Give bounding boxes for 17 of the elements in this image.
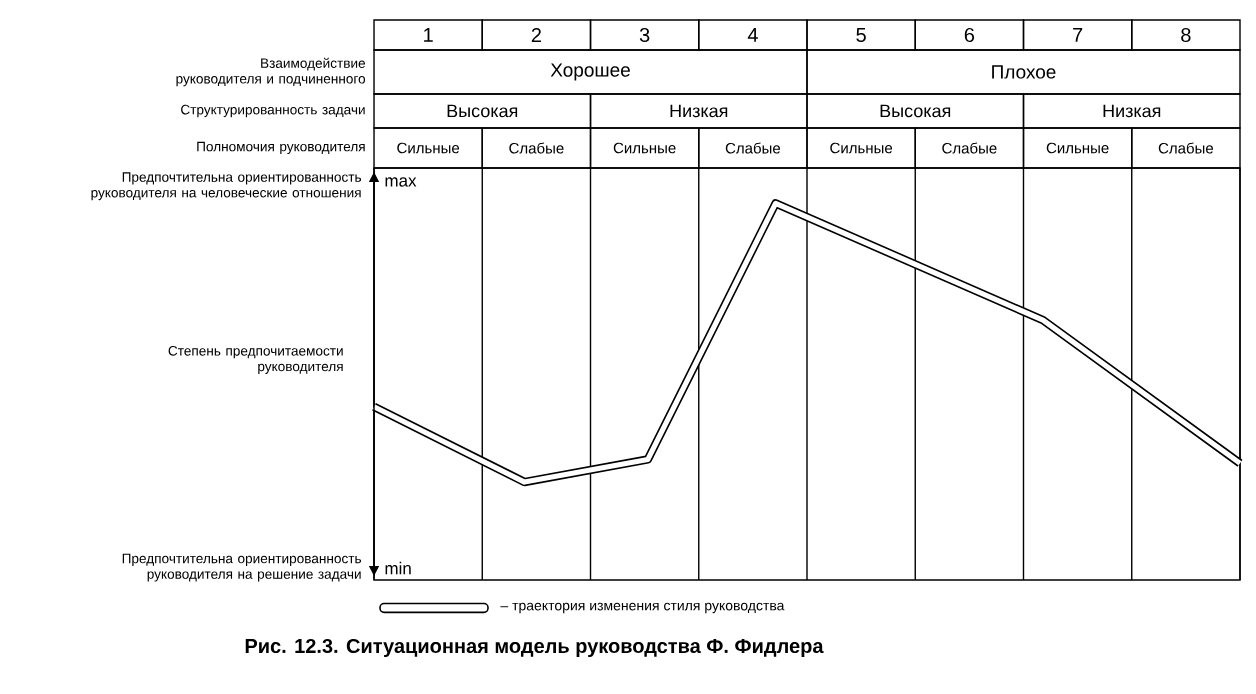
x-tick-label: 2	[531, 28, 541, 42]
x-tick-label: 5	[856, 27, 866, 42]
text: Хорошее	[550, 63, 630, 81]
text: Плохое	[992, 65, 1056, 79]
text: Высокая	[447, 104, 518, 118]
text: max	[385, 177, 417, 187]
text: Низкая	[670, 104, 728, 118]
text: Рис. 12.3. Ситуационная модель руководства Ф. Фидлера	[245, 638, 824, 658]
text: Низкая	[1103, 104, 1161, 118]
text: Высокая	[880, 104, 951, 118]
x-tick-label: 8	[1181, 27, 1191, 43]
annotation: min	[385, 561, 411, 575]
x-tick-label: 4	[747, 28, 758, 42]
x-tick-label: 1	[424, 28, 433, 42]
x-tick-label: 7	[1073, 28, 1083, 42]
x-tick-label: 6	[964, 27, 975, 43]
x-tick-label: 3	[639, 27, 650, 43]
